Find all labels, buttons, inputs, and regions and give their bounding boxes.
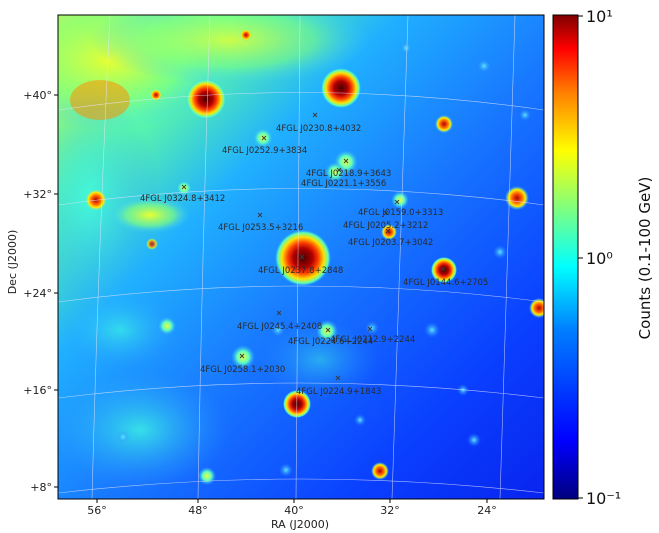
source-marker bbox=[325, 327, 331, 333]
faint-source bbox=[457, 384, 469, 396]
faint-source bbox=[400, 42, 412, 54]
x-tick-label: 32° bbox=[380, 504, 400, 517]
colorbar-scale bbox=[552, 14, 579, 500]
faint-source bbox=[117, 431, 129, 443]
source-label: 4FGL J0218.9+3643 bbox=[306, 169, 391, 179]
map-frame bbox=[57, 14, 545, 500]
diffuse-emission bbox=[58, 90, 160, 310]
faint-source bbox=[365, 321, 379, 335]
source-marker bbox=[181, 184, 187, 190]
colorbar-label: Counts (0.1-100 GeV) bbox=[636, 177, 654, 340]
colorbar-tick-mid: 10⁰ bbox=[586, 249, 613, 268]
bright-source bbox=[505, 186, 529, 210]
source-marker bbox=[335, 375, 341, 381]
source-marker bbox=[312, 112, 318, 118]
faint-source bbox=[146, 238, 158, 250]
source-label: 4FGL J0258.1+2030 bbox=[200, 365, 285, 375]
source-label: 4FGL J0224.9+1843 bbox=[296, 387, 381, 397]
x-tick-label: 48° bbox=[188, 504, 208, 517]
source-label: 4FGL J0205.2+3212 bbox=[343, 221, 428, 231]
source-marker bbox=[299, 254, 305, 260]
source-label: 4FGL J0212.9+2244 bbox=[330, 335, 415, 345]
faint-source bbox=[279, 463, 293, 477]
diffuse-emission bbox=[70, 80, 130, 120]
source-label: 4FGL J0230.8+4032 bbox=[276, 124, 361, 134]
colorbar-tick-bottom: 10⁻¹ bbox=[586, 489, 621, 508]
y-tick-label: +24° bbox=[23, 287, 52, 300]
x-tick-label: 40° bbox=[284, 504, 304, 517]
bright-source bbox=[240, 29, 252, 41]
faint-source bbox=[354, 414, 366, 426]
source-marker bbox=[383, 210, 389, 216]
bright-source bbox=[435, 115, 453, 133]
source-marker bbox=[276, 310, 282, 316]
bright-source bbox=[371, 462, 389, 480]
source-marker bbox=[261, 135, 267, 141]
bright-source bbox=[150, 89, 162, 101]
diffuse-emission bbox=[110, 197, 190, 233]
source-label: 4FGL J0224.6+2244 bbox=[288, 337, 373, 347]
source-marker bbox=[239, 353, 245, 359]
faint-source bbox=[158, 317, 176, 335]
x-tick-label: 24° bbox=[477, 504, 497, 517]
source-marker bbox=[336, 167, 342, 173]
y-axis: +40° +32° +24° +16° +8° Dec (J2000) bbox=[6, 89, 58, 494]
diffuse-emission bbox=[260, 320, 380, 400]
y-tick-label: +32° bbox=[23, 188, 52, 201]
coordinate-grid bbox=[58, 15, 544, 499]
source-marker bbox=[257, 212, 263, 218]
y-tick-label: +16° bbox=[23, 384, 52, 397]
source-label: 4FGL J0203.7+3042 bbox=[348, 238, 433, 248]
faint-source bbox=[424, 322, 440, 338]
bright-source bbox=[321, 68, 361, 108]
source-markers bbox=[181, 112, 446, 381]
faint-source bbox=[198, 467, 216, 485]
source-label: 4FGL J0237.8+2848 bbox=[258, 266, 343, 276]
source-label: 4FGL J0245.4+2408 bbox=[237, 322, 322, 332]
faint-source bbox=[391, 191, 409, 209]
source-marker bbox=[440, 266, 446, 272]
source-marker bbox=[367, 326, 373, 332]
source-marker bbox=[343, 158, 349, 164]
colorbar-tick-top: 10¹ bbox=[586, 7, 613, 26]
y-tick-label: +8° bbox=[30, 481, 52, 494]
x-tick-label: 56° bbox=[87, 504, 107, 517]
x-axis-label: RA (J2000) bbox=[271, 518, 329, 531]
faint-source bbox=[493, 245, 507, 259]
source-label: 4FGL J0253.5+3216 bbox=[218, 223, 303, 233]
faint-source bbox=[467, 433, 481, 447]
y-tick-label: +40° bbox=[23, 89, 52, 102]
source-label: 4FGL J0144.6+2705 bbox=[403, 278, 488, 288]
bright-source bbox=[186, 79, 226, 119]
source-label: 4FGL J0159.0+3313 bbox=[358, 208, 443, 218]
faint-source bbox=[271, 323, 285, 337]
x-axis: 56° 48° 40° 32° 24° RA (J2000) bbox=[87, 499, 497, 531]
bright-source bbox=[529, 298, 544, 318]
source-marker bbox=[394, 199, 400, 205]
colorbar: 10¹ 10⁰ 10⁻¹ Counts (0.1-100 GeV) bbox=[552, 7, 654, 508]
diffuse-emission bbox=[58, 370, 230, 490]
source-label: 4FGL J0221.1+3556 bbox=[301, 179, 386, 189]
source-label: 4FGL J0252.9+3834 bbox=[222, 146, 307, 156]
diffuse-emission bbox=[60, 290, 180, 370]
faint-source bbox=[325, 162, 345, 182]
source-labels: 4FGL J0230.8+4032 4FGL J0252.9+3834 4FGL… bbox=[140, 124, 488, 397]
y-axis-label: Dec (J2000) bbox=[6, 230, 19, 295]
sky-map: 4FGL J0230.8+4032 4FGL J0252.9+3834 4FGL… bbox=[58, 15, 544, 499]
faint-source bbox=[253, 128, 273, 148]
source-marker bbox=[385, 228, 391, 234]
faint-source bbox=[477, 59, 491, 73]
faint-source bbox=[519, 109, 531, 121]
source-label: 4FGL J0324.8+3412 bbox=[140, 194, 225, 204]
